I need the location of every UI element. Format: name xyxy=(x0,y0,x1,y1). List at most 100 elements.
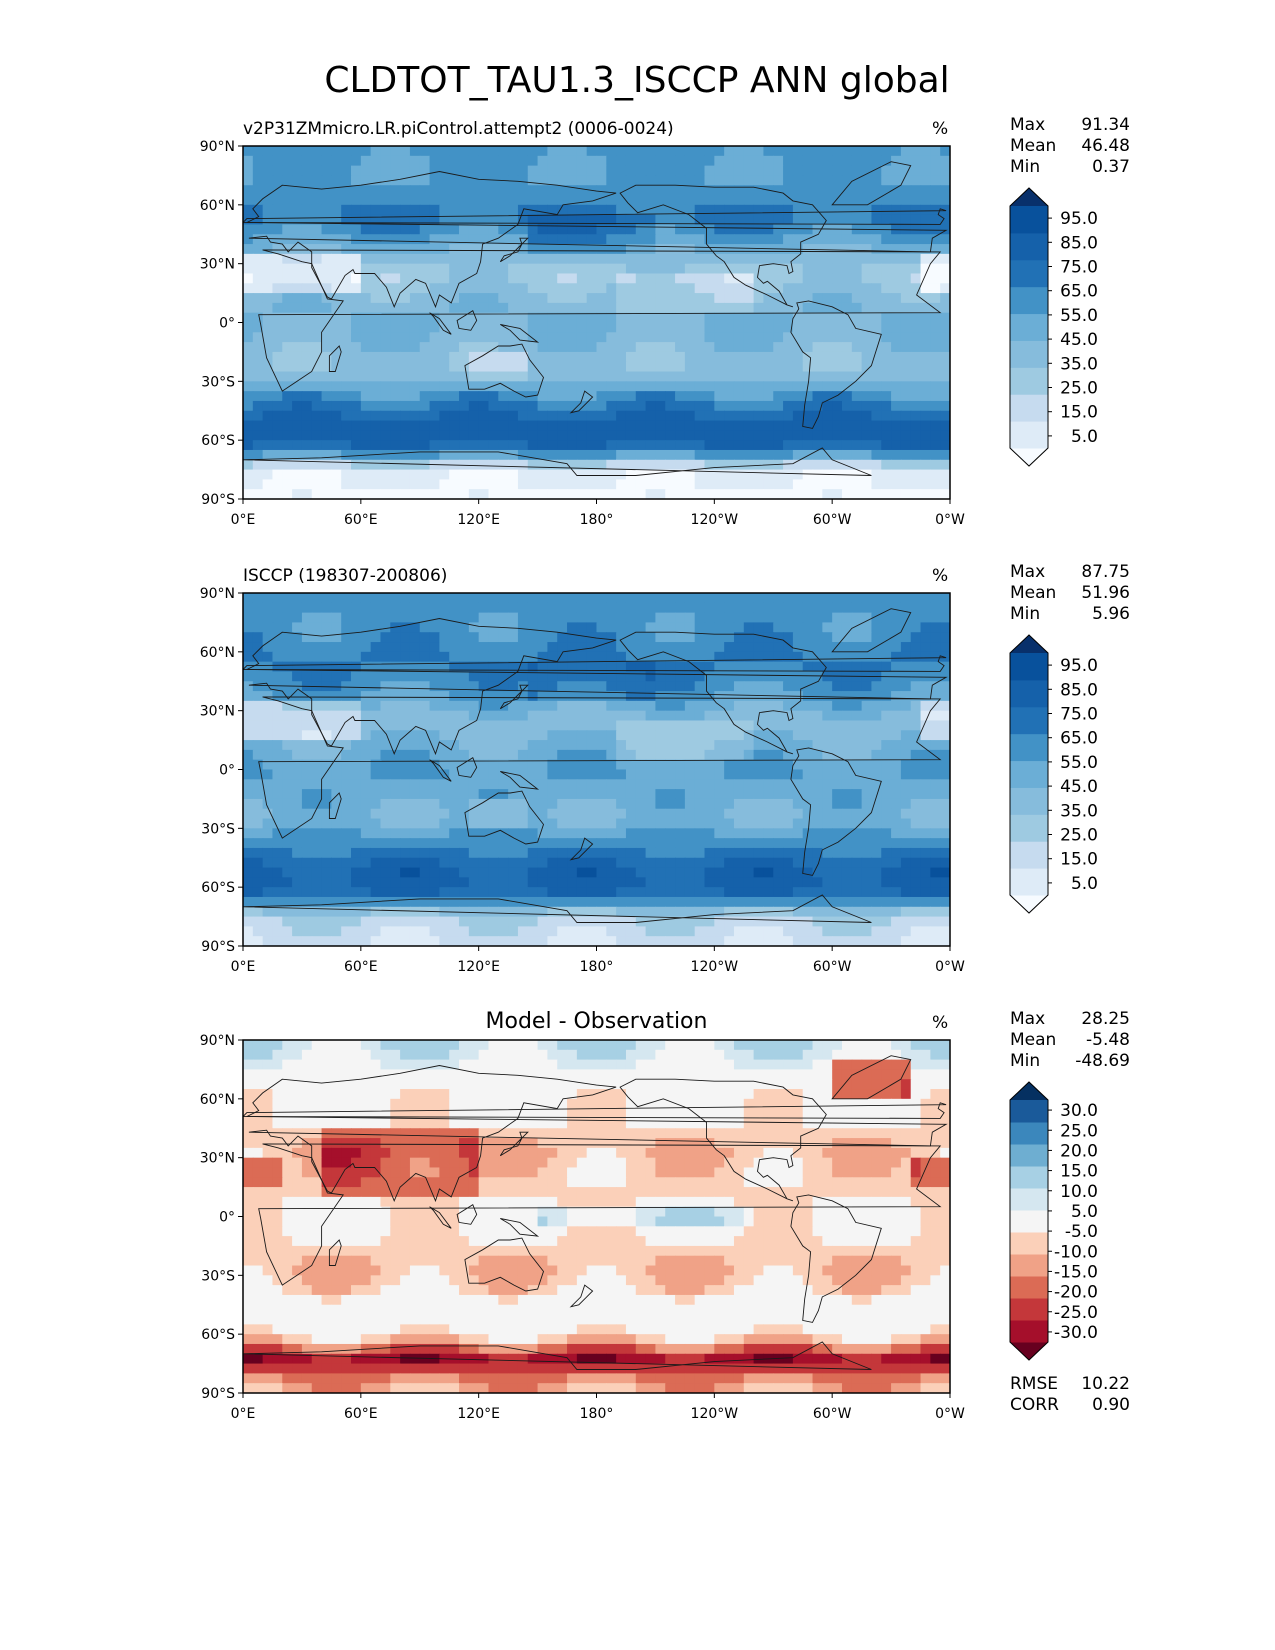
data-cell xyxy=(822,195,833,206)
data-cell xyxy=(625,273,637,284)
data-cell xyxy=(586,430,598,441)
data-cell xyxy=(380,459,391,471)
data-cell xyxy=(684,391,696,402)
data-cell xyxy=(459,691,470,702)
data-cell xyxy=(841,322,853,333)
data-cell xyxy=(311,642,323,653)
data-cell xyxy=(311,632,323,643)
data-cell xyxy=(783,234,794,245)
data-cell xyxy=(527,857,539,869)
data-cell xyxy=(802,622,814,633)
data-cell xyxy=(930,430,941,441)
data-cell xyxy=(567,430,578,441)
data-cell xyxy=(341,361,352,373)
data-cell xyxy=(812,204,823,216)
data-cell xyxy=(400,273,411,284)
data-cell xyxy=(557,887,568,898)
data-cell xyxy=(468,449,480,461)
data-cell xyxy=(891,828,902,839)
data-cell xyxy=(282,740,293,751)
data-cell xyxy=(488,798,499,810)
data-cell xyxy=(498,789,509,800)
data-cell xyxy=(596,700,607,712)
data-cell xyxy=(822,632,833,643)
data-cell xyxy=(390,155,401,167)
data-cell xyxy=(783,798,794,810)
data-cell xyxy=(900,400,912,412)
data-cell xyxy=(704,779,715,790)
data-cell xyxy=(351,789,362,800)
data-cell xyxy=(861,302,873,314)
data-cell xyxy=(625,710,637,722)
data-cell xyxy=(733,593,745,604)
data-cell xyxy=(694,798,706,810)
data-cell xyxy=(930,720,941,731)
data-cell xyxy=(802,877,814,888)
data-cell xyxy=(321,214,332,226)
data-cell xyxy=(586,469,598,480)
data-cell xyxy=(282,381,293,392)
data-cell xyxy=(694,332,706,343)
data-cell xyxy=(459,449,470,461)
data-cell xyxy=(351,857,362,869)
data-cell xyxy=(724,749,735,761)
data-cell xyxy=(675,391,686,402)
data-cell xyxy=(733,371,745,382)
stat-label: Max xyxy=(1010,115,1045,135)
data-cell xyxy=(940,469,950,480)
data-cell xyxy=(252,632,264,643)
data-cell xyxy=(891,632,902,643)
data-cell xyxy=(802,749,814,761)
data-cell xyxy=(724,730,735,741)
data-cell xyxy=(596,857,607,869)
data-cell xyxy=(488,720,499,731)
data-cell xyxy=(527,818,539,829)
data-cell xyxy=(616,204,627,216)
data-cell xyxy=(891,420,902,431)
data-cell xyxy=(282,798,293,810)
data-cell xyxy=(694,381,706,392)
data-cell xyxy=(459,622,470,633)
data-cell xyxy=(920,155,931,167)
data-cell xyxy=(714,312,725,324)
data-cell xyxy=(439,720,450,731)
data-cell xyxy=(459,420,470,431)
data-cell xyxy=(576,391,588,402)
data-cell xyxy=(517,612,529,624)
data-cell xyxy=(733,720,745,731)
data-cell xyxy=(773,847,784,859)
data-cell xyxy=(891,489,902,499)
data-cell xyxy=(370,273,382,284)
data-cell xyxy=(331,175,342,186)
data-cell xyxy=(655,185,666,196)
data-cell xyxy=(694,877,706,888)
data-cell xyxy=(802,420,814,431)
data-cell xyxy=(311,459,323,471)
data-cell xyxy=(527,808,539,820)
data-cell xyxy=(586,293,598,304)
data-cell xyxy=(655,273,666,284)
data-cell xyxy=(783,155,794,167)
data-cell xyxy=(743,342,755,353)
data-cell xyxy=(586,224,598,235)
data-cell xyxy=(282,234,293,245)
data-cell xyxy=(596,195,607,206)
data-cell xyxy=(822,253,833,265)
data-cell xyxy=(409,332,421,343)
data-cell xyxy=(920,293,931,304)
data-cell xyxy=(753,302,765,314)
data-cell xyxy=(851,479,863,490)
data-cell xyxy=(645,155,657,167)
data-cell xyxy=(822,312,833,324)
data-cell xyxy=(792,651,804,663)
coastline xyxy=(790,300,882,429)
data-cell xyxy=(625,759,637,771)
data-cell xyxy=(508,302,519,314)
data-cell xyxy=(753,381,765,392)
data-cell xyxy=(390,622,401,633)
data-cell xyxy=(321,622,332,633)
data-cell xyxy=(409,749,421,761)
data-cell xyxy=(272,410,283,422)
data-cell xyxy=(792,469,804,480)
data-cell xyxy=(498,489,509,499)
